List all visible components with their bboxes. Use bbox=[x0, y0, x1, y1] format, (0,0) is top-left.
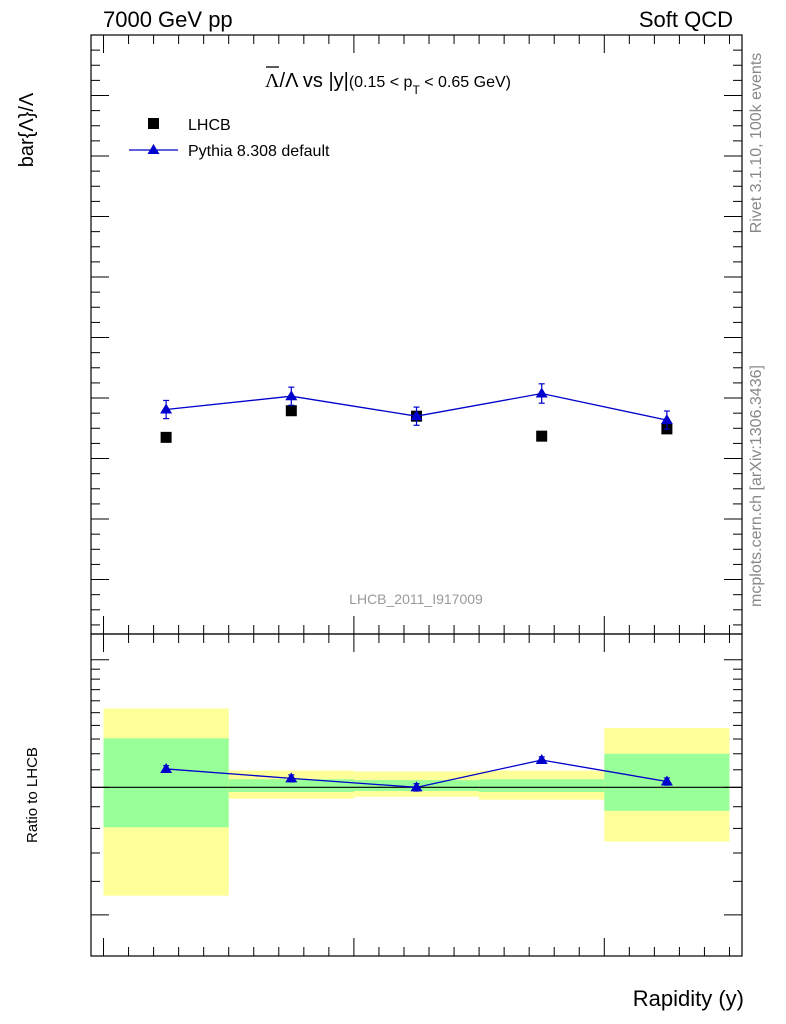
legend: LHCB Pythia 8.308 default bbox=[129, 117, 330, 160]
title-range: (0.15 < p bbox=[349, 74, 413, 91]
ratio-series bbox=[160, 754, 673, 792]
header-right: Soft QCD bbox=[638, 7, 733, 32]
analysis-label: LHCB_2011_I917009 bbox=[349, 591, 483, 607]
mcplots-source-label: mcplots.cern.ch [arXiv:1306.3436] bbox=[748, 365, 765, 607]
header-left: 7000 GeV pp bbox=[103, 7, 233, 32]
pythia-data-point-0 bbox=[160, 403, 173, 414]
rivet-version-label: Rivet 3.1.10, 100k events bbox=[748, 53, 765, 234]
title-lambda-bar: Λ bbox=[265, 70, 280, 92]
legend-marker-pythia bbox=[147, 144, 160, 154]
chart-title: Λ/Λ vs |y|(0.15 < pT < 0.65 GeV) bbox=[265, 70, 511, 97]
main-axis-ticks bbox=[91, 35, 742, 956]
pythia-data-point-2 bbox=[410, 410, 423, 421]
pythia-data-point-1 bbox=[285, 390, 298, 401]
ratio-axis-ticks bbox=[91, 659, 742, 916]
x-axis-label: Rapidity (y) bbox=[633, 986, 744, 1011]
main-series bbox=[160, 383, 673, 443]
lhcb-data-point-0 bbox=[160, 431, 172, 443]
lhcb-data-point-1 bbox=[285, 405, 297, 417]
ratio-band-green-3 bbox=[479, 779, 605, 792]
lhcb-data-point-3 bbox=[536, 430, 548, 442]
legend-label-pythia: Pythia 8.308 default bbox=[188, 143, 330, 160]
title-subscript: T bbox=[412, 83, 420, 97]
title-range-end: < 0.65 GeV) bbox=[420, 74, 511, 91]
ratio-plot-frame bbox=[90, 633, 743, 957]
ratio-band-green-0 bbox=[103, 738, 229, 828]
pythia-data-point-4 bbox=[660, 414, 673, 425]
y-axis-label: bar{Λ}/Λ bbox=[16, 92, 38, 167]
ratio-pythia-point-2 bbox=[410, 781, 423, 792]
legend-label-lhcb: LHCB bbox=[188, 117, 231, 134]
ratio-band-green-1 bbox=[228, 779, 354, 792]
ratio-y-axis-label: Ratio to LHCB bbox=[24, 747, 41, 843]
title-main: /Λ vs |y| bbox=[280, 70, 349, 92]
ratio-pythia-point-3 bbox=[535, 754, 548, 765]
legend-marker-lhcb bbox=[148, 118, 159, 129]
ratio-pythia-point-4 bbox=[660, 775, 673, 786]
ratio-pythia-point-1 bbox=[285, 772, 298, 783]
ratio-bands bbox=[103, 708, 730, 896]
pythia-data-point-3 bbox=[535, 387, 548, 398]
ratio-pythia-point-0 bbox=[160, 762, 173, 773]
